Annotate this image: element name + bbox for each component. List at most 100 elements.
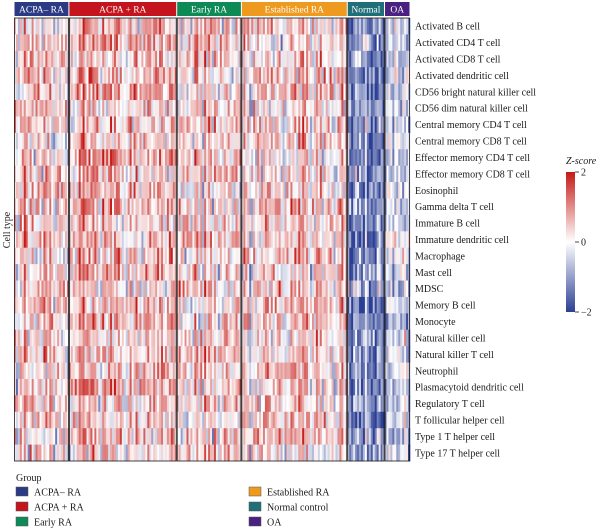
heatmap-cell [249, 214, 252, 232]
heatmap-cell [237, 411, 240, 429]
heatmap-cell [29, 264, 32, 281]
heatmap-cell [266, 100, 270, 117]
heatmap-cell [186, 50, 189, 68]
heatmap-cell [282, 395, 285, 413]
heatmap-cell [213, 296, 217, 314]
heatmap-cell [257, 329, 260, 347]
heatmap-cell [333, 132, 336, 150]
heatmap-cell [137, 428, 140, 445]
heatmap-cell [145, 132, 148, 150]
heatmap-cell [84, 214, 87, 232]
heatmap-cell [241, 411, 244, 429]
heatmap-cell [308, 231, 311, 249]
heatmap-cell [155, 329, 158, 347]
heatmap-cell [341, 50, 344, 68]
heatmap-cell [113, 50, 117, 68]
heatmap-cell [55, 149, 58, 167]
heatmap-cell [294, 182, 297, 199]
heatmap-cell [290, 18, 293, 35]
heatmap-cell [327, 83, 330, 101]
heatmap-cell [249, 411, 252, 429]
heatmap-cell [327, 67, 330, 84]
heatmap-cell [247, 100, 250, 117]
heatmap-cell [272, 50, 276, 68]
heatmap-cell [288, 444, 291, 462]
heatmap-cell [157, 231, 160, 249]
heatmap-cell [59, 116, 62, 134]
heatmap-cell [296, 264, 299, 281]
heatmap-cell [333, 50, 336, 68]
heatmap-cell [353, 280, 356, 298]
heatmap-cell [57, 100, 60, 117]
heatmap-cell [96, 149, 99, 167]
heatmap-cell [63, 18, 66, 35]
heatmap-cell [119, 34, 123, 52]
heatmap-cell [94, 198, 97, 216]
heatmap-cell [223, 67, 227, 84]
heatmap-cell [196, 444, 199, 462]
heatmap-cell [308, 67, 311, 84]
heatmap-cell [70, 182, 74, 199]
heatmap-cell [139, 18, 142, 35]
heatmap-cell [213, 100, 217, 117]
heatmap-cell [276, 247, 279, 265]
heatmap-cell [43, 264, 46, 281]
heatmap-cell [217, 329, 221, 347]
heatmap-cell [88, 34, 91, 52]
heatmap-cell [321, 132, 325, 150]
heatmap-cell [337, 116, 340, 134]
heatmap-cell [235, 67, 238, 84]
heatmap-cell [27, 165, 31, 183]
heatmap-cell [343, 165, 346, 183]
heatmap-cell [153, 395, 156, 413]
heatmap-cell [164, 346, 168, 363]
heatmap-cell [217, 346, 221, 363]
heatmap-cell [208, 50, 211, 68]
heatmap-cell [255, 362, 258, 380]
heatmap-cell [337, 411, 340, 429]
heatmap-cell [288, 378, 291, 396]
heatmap-cell [108, 329, 111, 347]
heatmap-cell [129, 264, 132, 281]
heatmap-cell [270, 346, 274, 363]
heatmap-cell [143, 296, 146, 314]
heatmap-cell [198, 50, 201, 68]
heatmap-cell [14, 116, 17, 134]
heatmap-cell [331, 198, 334, 216]
heatmap-cell [166, 346, 170, 363]
heatmap-cell [119, 378, 123, 396]
heatmap-cell [355, 116, 358, 134]
heatmap-cell [278, 296, 281, 314]
heatmap-cell [229, 280, 232, 298]
heatmap-cell [157, 378, 160, 396]
heatmap-cell [270, 411, 274, 429]
heatmap-cell [247, 116, 250, 134]
heatmap-cell [143, 346, 146, 363]
heatmap-cell [296, 247, 299, 265]
heatmap-cell [331, 411, 334, 429]
heatmap-cell [25, 378, 29, 396]
heatmap-cell [74, 428, 78, 445]
heatmap-cell [33, 100, 36, 117]
heatmap-cell [351, 247, 354, 265]
heatmap-cell [143, 132, 146, 150]
heatmap-cell [366, 346, 370, 363]
heatmap-cell [339, 18, 342, 35]
heatmap-cell [168, 214, 172, 232]
heatmap-cell [112, 411, 115, 429]
heatmap-cell [212, 182, 215, 199]
heatmap-cell [349, 132, 352, 150]
heatmap-cell [33, 280, 36, 298]
heatmap-cell [102, 231, 105, 249]
heatmap-cell [123, 100, 127, 117]
heatmap-cell [339, 444, 342, 462]
heatmap-cell [72, 100, 76, 117]
heatmap-cell [313, 313, 317, 331]
heatmap-cell [164, 378, 168, 396]
heatmap-cell [188, 116, 191, 134]
heatmap-cell [223, 362, 227, 380]
heatmap-cell [233, 116, 236, 134]
heatmap-cell [294, 34, 297, 52]
heatmap-cell [366, 100, 370, 117]
heatmap-cell [104, 67, 107, 84]
